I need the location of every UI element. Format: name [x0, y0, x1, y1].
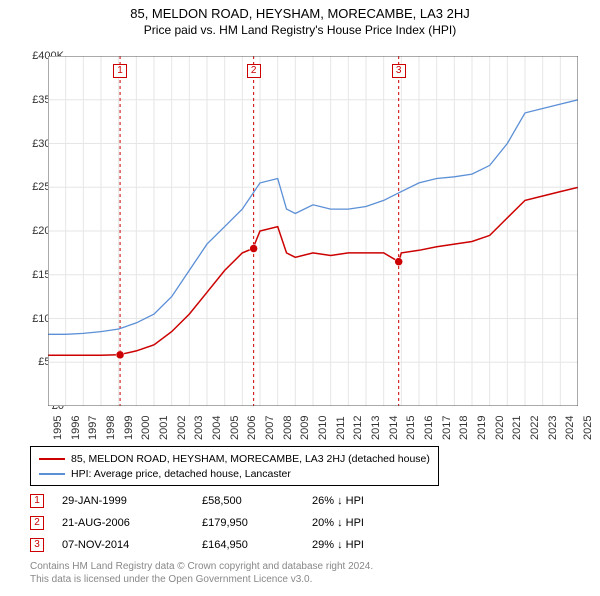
x-tick-label: 1995	[52, 416, 64, 440]
x-tick-label: 2006	[246, 416, 258, 440]
x-tick-label: 1997	[87, 416, 99, 440]
legend-row: 85, MELDON ROAD, HEYSHAM, MORECAMBE, LA3…	[39, 451, 430, 466]
x-tick-label: 2024	[564, 416, 576, 440]
sales-row: 3 07-NOV-2014 £164,950 29% ↓ HPI	[30, 534, 422, 556]
x-tick-label: 2018	[458, 416, 470, 440]
sale-date: 07-NOV-2014	[62, 539, 202, 551]
sale-marker: 3	[30, 538, 44, 552]
sale-price: £179,950	[202, 517, 312, 529]
chart-subtitle: Price paid vs. HM Land Registry's House …	[0, 23, 600, 37]
x-tick-label: 2003	[193, 416, 205, 440]
x-tick-label: 2025	[582, 416, 594, 440]
event-marker-box: 1	[113, 64, 127, 78]
sales-row: 2 21-AUG-2006 £179,950 20% ↓ HPI	[30, 512, 422, 534]
x-tick-label: 2015	[405, 416, 417, 440]
sale-marker: 2	[30, 516, 44, 530]
x-tick-label: 2001	[158, 416, 170, 440]
x-tick-label: 2004	[211, 416, 223, 440]
sale-price: £58,500	[202, 495, 312, 507]
line-chart	[48, 56, 578, 406]
sale-vs-hpi: 20% ↓ HPI	[312, 517, 422, 529]
event-marker-box: 3	[392, 64, 406, 78]
x-tick-label: 2020	[494, 416, 506, 440]
x-tick-label: 2023	[547, 416, 559, 440]
x-tick-label: 2016	[423, 416, 435, 440]
sale-marker: 1	[30, 494, 44, 508]
chart-title: 85, MELDON ROAD, HEYSHAM, MORECAMBE, LA3…	[0, 6, 600, 21]
footer-line: This data is licensed under the Open Gov…	[30, 573, 373, 586]
x-tick-label: 1998	[105, 416, 117, 440]
x-tick-label: 2017	[441, 416, 453, 440]
x-tick-label: 2002	[176, 416, 188, 440]
x-tick-label: 2007	[264, 416, 276, 440]
footer: Contains HM Land Registry data © Crown c…	[30, 560, 373, 586]
sales-row: 1 29-JAN-1999 £58,500 26% ↓ HPI	[30, 490, 422, 512]
x-tick-label: 2021	[511, 416, 523, 440]
x-tick-label: 2014	[388, 416, 400, 440]
legend-swatch	[39, 473, 65, 475]
x-tick-label: 2011	[335, 416, 347, 440]
event-marker-box: 2	[247, 64, 261, 78]
sale-vs-hpi: 26% ↓ HPI	[312, 495, 422, 507]
x-tick-label: 2010	[317, 416, 329, 440]
x-tick-label: 2005	[229, 416, 241, 440]
sale-price: £164,950	[202, 539, 312, 551]
legend-label: 85, MELDON ROAD, HEYSHAM, MORECAMBE, LA3…	[71, 453, 430, 465]
chart-container: 85, MELDON ROAD, HEYSHAM, MORECAMBE, LA3…	[0, 6, 600, 596]
footer-line: Contains HM Land Registry data © Crown c…	[30, 560, 373, 573]
sale-date: 29-JAN-1999	[62, 495, 202, 507]
x-tick-label: 2009	[299, 416, 311, 440]
x-tick-label: 2013	[370, 416, 382, 440]
x-tick-label: 2012	[352, 416, 364, 440]
legend-swatch	[39, 458, 65, 460]
x-tick-label: 1999	[123, 416, 135, 440]
x-tick-label: 2019	[476, 416, 488, 440]
legend-label: HPI: Average price, detached house, Lanc…	[71, 468, 291, 480]
x-tick-label: 1996	[70, 416, 82, 440]
legend-row: HPI: Average price, detached house, Lanc…	[39, 466, 430, 481]
legend: 85, MELDON ROAD, HEYSHAM, MORECAMBE, LA3…	[30, 446, 439, 486]
sales-table: 1 29-JAN-1999 £58,500 26% ↓ HPI 2 21-AUG…	[30, 490, 422, 556]
sale-date: 21-AUG-2006	[62, 517, 202, 529]
x-tick-label: 2008	[282, 416, 294, 440]
x-tick-label: 2000	[140, 416, 152, 440]
x-tick-label: 2022	[529, 416, 541, 440]
sale-vs-hpi: 29% ↓ HPI	[312, 539, 422, 551]
